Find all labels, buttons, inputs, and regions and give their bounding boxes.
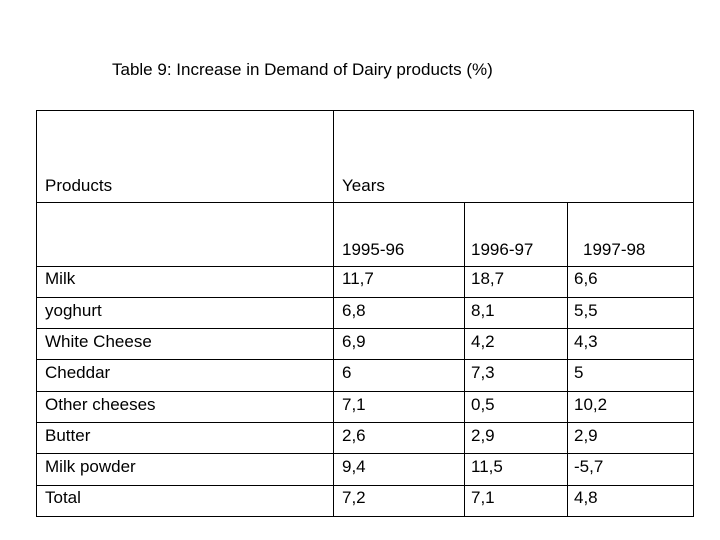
row-divider xyxy=(36,359,694,360)
table-border-bottom xyxy=(36,516,694,517)
row-label: Milk xyxy=(45,269,76,288)
row-divider xyxy=(36,266,694,267)
table-cell: 2,6 xyxy=(342,426,366,445)
header-years: Years xyxy=(342,176,385,195)
row-label: Cheddar xyxy=(45,363,111,382)
table-border-left xyxy=(36,110,37,517)
table-cell: 5 xyxy=(574,363,584,382)
header-divider xyxy=(36,202,694,203)
year-column-header: 1995-96 xyxy=(342,240,405,259)
table-cell: 11,7 xyxy=(342,269,374,288)
table-cell: 6,8 xyxy=(342,301,366,320)
table-cell: 6,9 xyxy=(342,332,366,351)
row-divider xyxy=(36,485,694,486)
table-cell: 10,2 xyxy=(574,395,608,414)
table-cell: 4,3 xyxy=(574,332,598,351)
header-products: Products xyxy=(45,176,113,195)
year-column-header: 1996-97 xyxy=(471,240,534,259)
row-divider xyxy=(36,422,694,423)
table-border-right xyxy=(693,110,694,517)
row-label: White Cheese xyxy=(45,332,152,351)
table-cell: 11,5 xyxy=(471,457,503,476)
row-label: Milk powder xyxy=(45,457,136,476)
table-cell: 5,5 xyxy=(574,301,598,320)
table-cell: 8,1 xyxy=(471,301,495,320)
row-divider xyxy=(36,297,694,298)
table-cell: 6 xyxy=(342,363,352,382)
table-cell: 4,8 xyxy=(574,488,598,507)
dairy-demand-table: Products Years 1995-96 1996-97 1997-98 M… xyxy=(36,110,694,517)
row-divider xyxy=(36,391,694,392)
table-cell: 7,2 xyxy=(342,488,366,507)
table-cell: 7,3 xyxy=(471,363,495,382)
row-label: Total xyxy=(45,488,81,507)
table-cell: 6,6 xyxy=(574,269,598,288)
row-divider xyxy=(36,328,694,329)
row-divider xyxy=(36,453,694,454)
table-cell: 18,7 xyxy=(471,269,505,288)
column-divider xyxy=(333,110,334,517)
row-label: yoghurt xyxy=(45,301,102,320)
table-cell: 7,1 xyxy=(471,488,495,507)
table-cell: 2,9 xyxy=(471,426,495,445)
row-label: Other cheeses xyxy=(45,395,156,414)
year-column-header: 1997-98 xyxy=(583,240,646,259)
table-cell: 2,9 xyxy=(574,426,598,445)
row-label: Butter xyxy=(45,426,91,445)
table-cell: 0,5 xyxy=(471,395,495,414)
table-cell: -5,7 xyxy=(574,457,604,476)
table-caption: Table 9: Increase in Demand of Dairy pro… xyxy=(112,60,493,79)
table-border-top xyxy=(36,110,694,111)
table-cell: 4,2 xyxy=(471,332,495,351)
table-cell: 7,1 xyxy=(342,395,366,414)
table-cell: 9,4 xyxy=(342,457,366,476)
